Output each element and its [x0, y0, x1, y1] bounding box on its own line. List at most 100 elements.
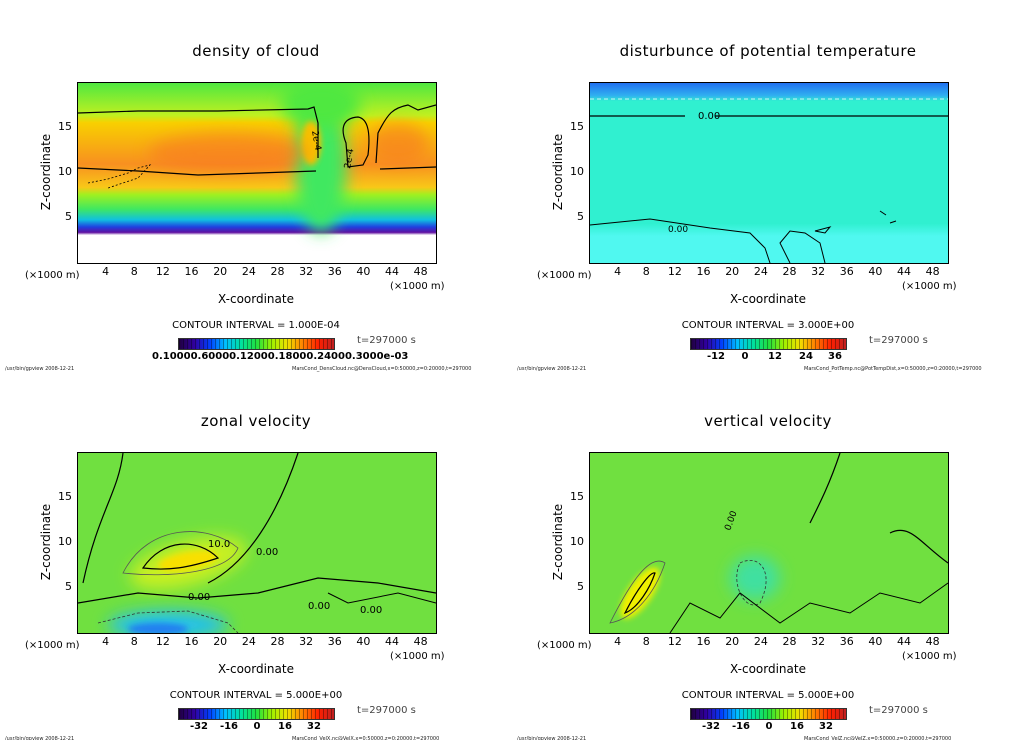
x-tick-label: 20 [725, 265, 740, 278]
x-tick-label: 24 [753, 635, 768, 648]
footer-program: /usr/bin/gpview 2008-12-21 [517, 736, 587, 740]
contour-interval: CONTOUR INTERVAL = 1.000E-04 [172, 320, 340, 331]
contour-label: 0.00 [698, 111, 720, 122]
y-tick-label: 5 [65, 580, 72, 593]
x-tick-label: 4 [102, 635, 110, 648]
x-tick-label: 44 [385, 265, 400, 278]
colorbar-tick-label: 32 [307, 721, 321, 732]
x-unit-label: (×1000 m) [25, 640, 80, 651]
pottemp-heatmap: 0.00 0.00 [589, 82, 949, 264]
x-tick-label: 16 [696, 265, 711, 278]
y-axis-label: Z-coordinate [39, 133, 53, 211]
colorbar-tick-label: -32 [701, 721, 721, 732]
y-tick-label: 10 [570, 535, 584, 548]
footer-program: /usr/bin/gpview 2008-12-21 [5, 736, 75, 740]
x-tick-label: 40 [356, 265, 371, 278]
zonal-velocity-heatmap: 10.0 0.00 0.00 0.00 0.00 [77, 452, 437, 634]
x-tick-label: 32 [299, 635, 314, 648]
y-axis-label: Z-coordinate [551, 133, 565, 211]
time-label: t=297000 s [357, 705, 416, 716]
x-tick-label: 8 [642, 265, 650, 278]
x-tick-label: 32 [811, 635, 826, 648]
vertical-velocity-heatmap: 0.00 [589, 452, 949, 634]
panel-title: zonal velocity [200, 412, 312, 430]
x-tick-label: 48 [413, 635, 428, 648]
x-tick-label: 36 [839, 635, 854, 648]
x-tick-label: 48 [413, 265, 428, 278]
x-tick-label: 20 [213, 265, 228, 278]
colorbar-tick-label: 0 [765, 721, 773, 732]
x-tick-label: 32 [299, 265, 314, 278]
colorbar [178, 708, 335, 720]
time-label: t=297000 s [869, 335, 928, 346]
contour-label: 0.00 [360, 605, 382, 616]
contour-label: 10.0 [208, 539, 230, 550]
colorbar-tick-label: 32 [819, 721, 833, 732]
x-tick-label: 20 [213, 635, 228, 648]
x-tick-label: 44 [897, 265, 912, 278]
colorbar [690, 708, 847, 720]
x-axis-label: X-coordinate [730, 292, 806, 306]
colorbar-tick-label: -32 [189, 721, 209, 732]
footer-source: MarsCond_VelZ.nc@VelZ,x=0:50000,z=0:2000… [804, 736, 952, 740]
contour-label: 0.00 [668, 225, 688, 235]
x-tick-label: 28 [782, 635, 797, 648]
contour-interval: CONTOUR INTERVAL = 5.000E+00 [169, 690, 343, 701]
y-tick-label: 5 [65, 210, 72, 223]
x-unit-label-right: (×1000 m) [902, 281, 957, 292]
time-label: t=297000 s [869, 705, 928, 716]
colorbar-tick-label: 16 [790, 721, 804, 732]
footer-source: MarsCond_PotTemp.nc@PotTempDist,x=0:5000… [804, 366, 982, 372]
x-tick-label: 48 [925, 265, 940, 278]
footer-program: /usr/bin/gpview 2008-12-21 [517, 366, 587, 372]
x-tick-label: 16 [696, 635, 711, 648]
x-unit-label: (×1000 m) [537, 640, 592, 651]
colorbar-tick-label: -16 [219, 721, 239, 732]
y-tick-label: 15 [570, 490, 584, 503]
x-tick-label: 40 [868, 265, 883, 278]
x-tick-label: 24 [753, 265, 768, 278]
contour-interval: CONTOUR INTERVAL = 3.000E+00 [681, 320, 855, 331]
contour-label: 0.00 [308, 601, 330, 612]
x-tick-label: 24 [241, 265, 256, 278]
colorbar-tick-label: 0 [253, 721, 261, 732]
footer-program: /usr/bin/gpview 2008-12-21 [5, 366, 75, 372]
time-label: t=297000 s [357, 335, 416, 346]
x-tick-label: 40 [868, 635, 883, 648]
y-tick-label: 10 [570, 165, 584, 178]
x-tick-label: 8 [130, 265, 138, 278]
y-tick-label: 15 [58, 490, 72, 503]
x-tick-label: 36 [327, 265, 342, 278]
x-unit-label-right: (×1000 m) [390, 281, 445, 292]
x-tick-label: 8 [642, 635, 650, 648]
x-tick-label: 44 [897, 635, 912, 648]
x-tick-label: 16 [184, 635, 199, 648]
x-tick-label: 8 [130, 635, 138, 648]
colorbar [178, 338, 335, 350]
contour-interval: CONTOUR INTERVAL = 5.000E+00 [681, 690, 855, 701]
x-tick-label: 4 [614, 635, 622, 648]
contour-label: 0.00 [256, 547, 278, 558]
colorbar-tick-label: 0 [741, 351, 749, 362]
y-axis-label: Z-coordinate [39, 503, 53, 581]
x-tick-label: 24 [241, 635, 256, 648]
x-axis-label: X-coordinate [218, 292, 294, 306]
y-tick-label: 5 [577, 210, 584, 223]
footer-source: MarsCond_VelX.nc@VelX,x=0:50000,z=0:2000… [292, 736, 440, 740]
x-axis-label: X-coordinate [730, 662, 806, 676]
panel-title: vertical velocity [704, 412, 832, 430]
y-tick-label: 5 [577, 580, 584, 593]
x-tick-label: 12 [155, 635, 170, 648]
x-unit-label-right: (×1000 m) [390, 651, 445, 662]
x-tick-label: 20 [725, 635, 740, 648]
x-tick-label: 28 [782, 265, 797, 278]
panel-title: density of cloud [192, 42, 320, 60]
x-unit-label: (×1000 m) [25, 270, 80, 281]
footer-source: MarsCond_DensCloud.nc@DensCloud,x=0:5000… [292, 366, 472, 372]
x-tick-label: 48 [925, 635, 940, 648]
x-tick-label: 16 [184, 265, 199, 278]
colorbar [690, 338, 847, 350]
colorbar-tick-label: -12 [706, 351, 726, 362]
colorbar-tick-label: 24 [799, 351, 813, 362]
